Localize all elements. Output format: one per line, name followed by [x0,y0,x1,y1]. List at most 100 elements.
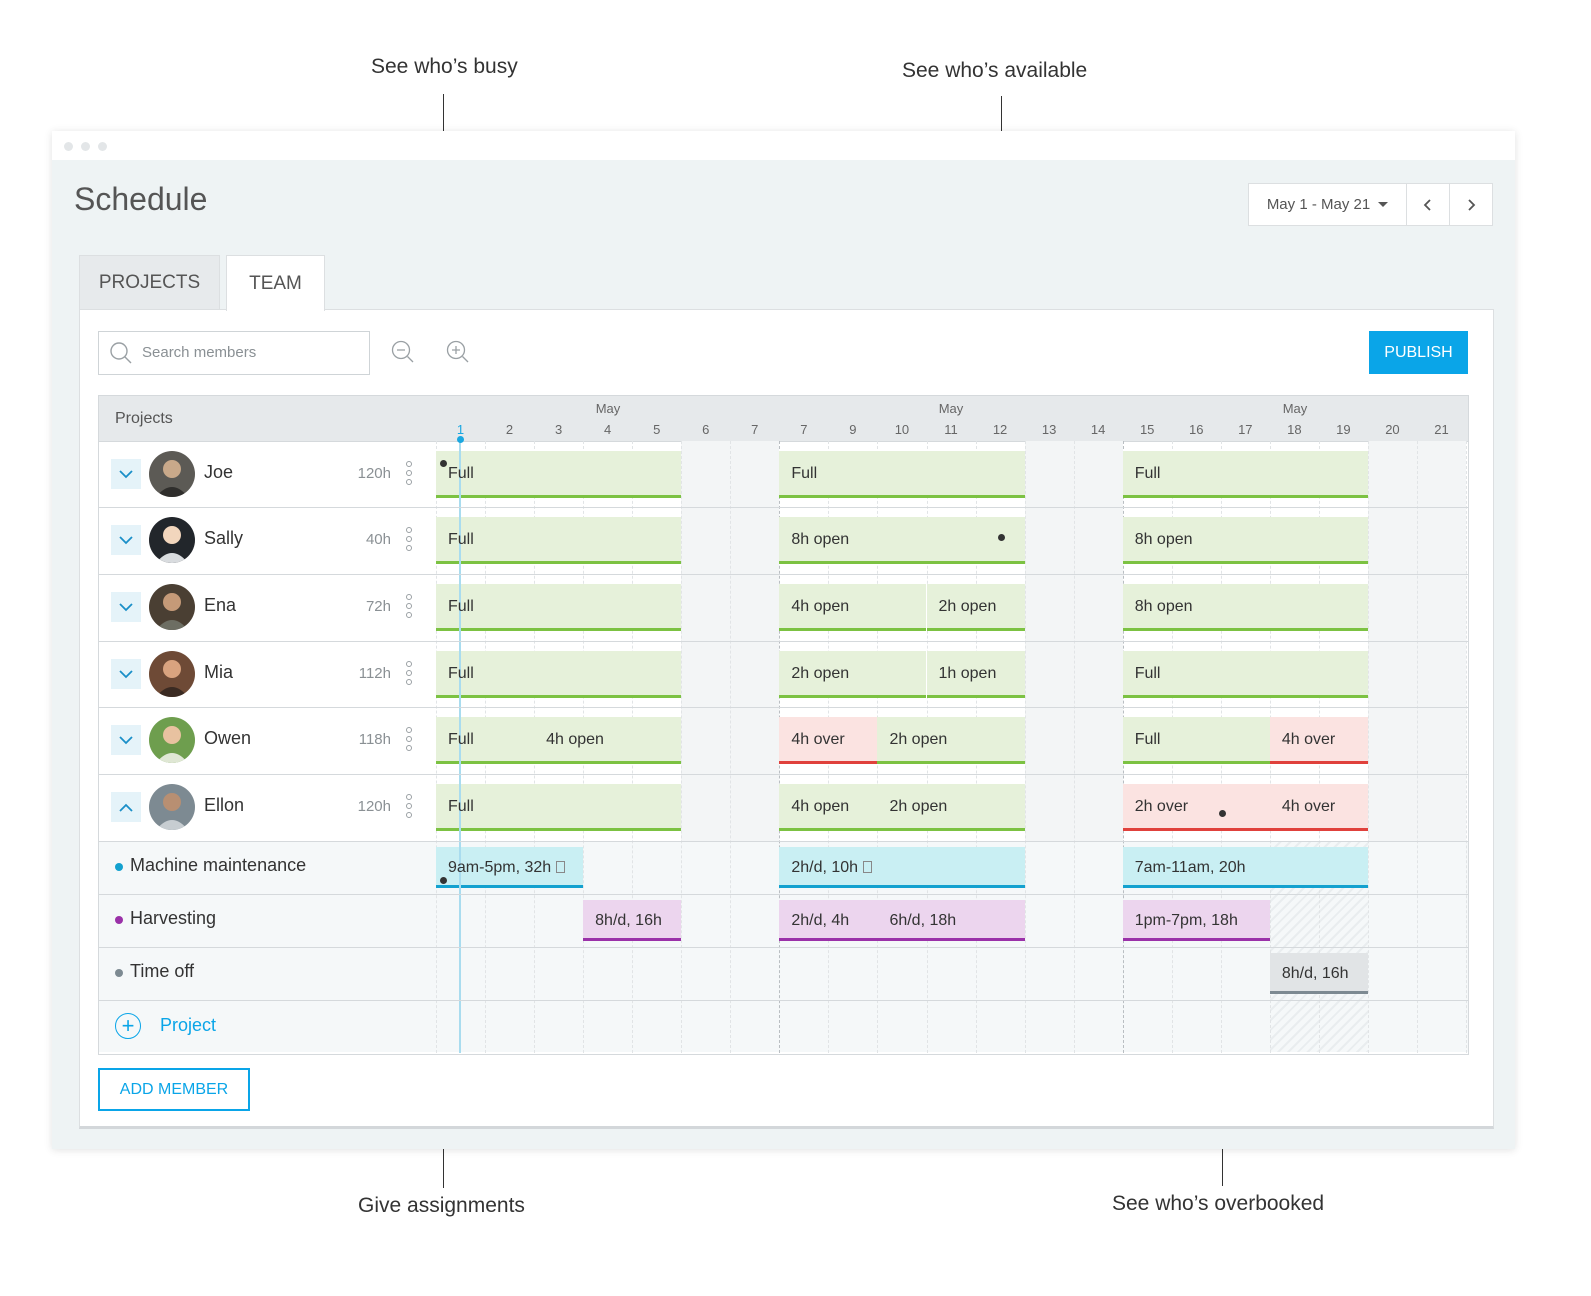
assignment-bar[interactable] [1269,953,1368,994]
project-row: Machine maintenance [99,841,436,893]
overbooked-bar[interactable] [1269,784,1368,831]
availability-bar[interactable] [779,584,927,631]
availability-bar[interactable] [1122,717,1270,764]
assignment-bar[interactable] [583,900,682,941]
callout-available-dot [998,534,1005,541]
overbooked-bar[interactable] [1269,717,1368,764]
availability-bar[interactable] [779,651,927,698]
publish-button[interactable]: PUBLISH [1369,331,1468,374]
prev-period-button[interactable] [1407,184,1450,225]
availability-bar[interactable] [436,451,682,498]
row-divider [99,894,1468,895]
day-label: 20 [1385,422,1400,437]
chevron-up-icon [119,803,133,812]
tab-projects[interactable]: PROJECTS [79,255,220,310]
expand-button[interactable] [111,659,141,689]
row-divider [99,774,1468,775]
more-options-icon[interactable] [406,461,414,489]
window-dot [64,142,73,151]
collapse-button[interactable] [111,792,141,822]
availability-bar[interactable] [1122,584,1368,631]
callout-busy: See who’s busy [371,55,518,78]
tab-team[interactable]: TEAM [226,255,325,311]
assignment-bar[interactable] [877,900,1025,941]
availability-bar[interactable] [779,517,1025,564]
day-label: 7 [800,422,808,437]
availability-bar[interactable] [1122,651,1368,698]
more-options-icon[interactable] [406,661,414,689]
callout-assignments-dot [440,877,447,884]
member-row: Ena 72h [99,574,436,641]
assignment-bar[interactable] [779,847,1025,888]
bar-label: 4h over [791,731,845,748]
assignment-text: 7am-11am, 20h [1134,859,1246,876]
zoom-in-button[interactable] [446,340,470,364]
day-label: 7 [751,422,759,437]
assignment-text: 8h/d, 16h [595,912,662,929]
day-gridline [1024,441,1026,1053]
overbooked-bar[interactable] [779,717,878,764]
bar-label: 8h open [1134,531,1193,548]
expand-button[interactable] [111,525,141,555]
expand-button[interactable] [111,459,141,489]
day-label: 15 [1139,422,1155,437]
project-name: Machine maintenance [130,855,307,875]
bar-label: Full [1134,465,1161,482]
add-project-button[interactable]: + Project [99,1000,436,1052]
availability-bar[interactable] [926,651,1025,698]
availability-bar[interactable] [436,651,682,698]
bar-label: 8h open [1134,598,1193,615]
availability-bar[interactable] [436,717,535,764]
day-label: 21 [1434,422,1449,437]
add-member-button[interactable]: ADD MEMBER [98,1068,250,1111]
chevron-right-icon [1468,198,1476,211]
assignment-text: 6h/d, 18h [889,912,957,929]
zoom-out-button[interactable] [391,340,415,364]
date-range-dropdown[interactable]: May 1 - May 21 [1249,184,1407,225]
window-titlebar [52,131,1515,160]
note-icon [863,861,873,873]
assignment-bar[interactable] [1122,847,1368,888]
availability-bar[interactable] [436,517,682,564]
availability-bar[interactable] [1122,451,1368,498]
project-color-dot [115,863,123,871]
day-label: 4 [604,422,612,437]
availability-bar[interactable] [877,717,1025,764]
bar-label: 2h open [889,731,948,748]
avatar [149,784,195,830]
assignment-label: 8h/d, 16h [595,912,662,930]
chevron-down-icon [119,735,133,744]
availability-bar[interactable] [534,717,682,764]
bar-label: 2h open [938,598,997,615]
more-options-icon[interactable] [406,727,414,755]
more-options-icon[interactable] [406,794,414,822]
availability-bar[interactable] [926,584,1025,631]
more-options-icon[interactable] [406,594,414,622]
assignment-bar[interactable] [779,900,878,941]
month-label: May [595,401,621,416]
chevron-down-icon [119,669,133,678]
overbooked-bar[interactable] [1122,784,1270,831]
search-icon [110,342,132,364]
availability-bar[interactable] [436,584,682,631]
avatar [149,451,195,497]
availability-bar[interactable] [779,451,1025,498]
assignment-label: 9am-5pm, 32h [448,859,566,877]
day-label: 14 [1090,422,1106,437]
availability-bar[interactable] [779,784,878,831]
expand-button[interactable] [111,592,141,622]
day-gridline [1466,441,1468,1053]
next-period-button[interactable] [1450,184,1492,225]
search-members-input[interactable]: Search members [98,331,370,375]
availability-bar[interactable] [436,784,682,831]
assignment-label: 6h/d, 18h [889,912,956,930]
chevron-down-icon [119,535,133,544]
add-project-label: Project [160,1015,217,1035]
day-label: 12 [992,422,1008,437]
availability-bar[interactable] [877,784,1025,831]
more-options-icon[interactable] [406,527,414,555]
expand-button[interactable] [111,725,141,755]
availability-bar[interactable] [1122,517,1368,564]
assignment-bar[interactable] [1122,900,1270,941]
callout-overbooked: See who’s overbooked [1112,1192,1325,1215]
